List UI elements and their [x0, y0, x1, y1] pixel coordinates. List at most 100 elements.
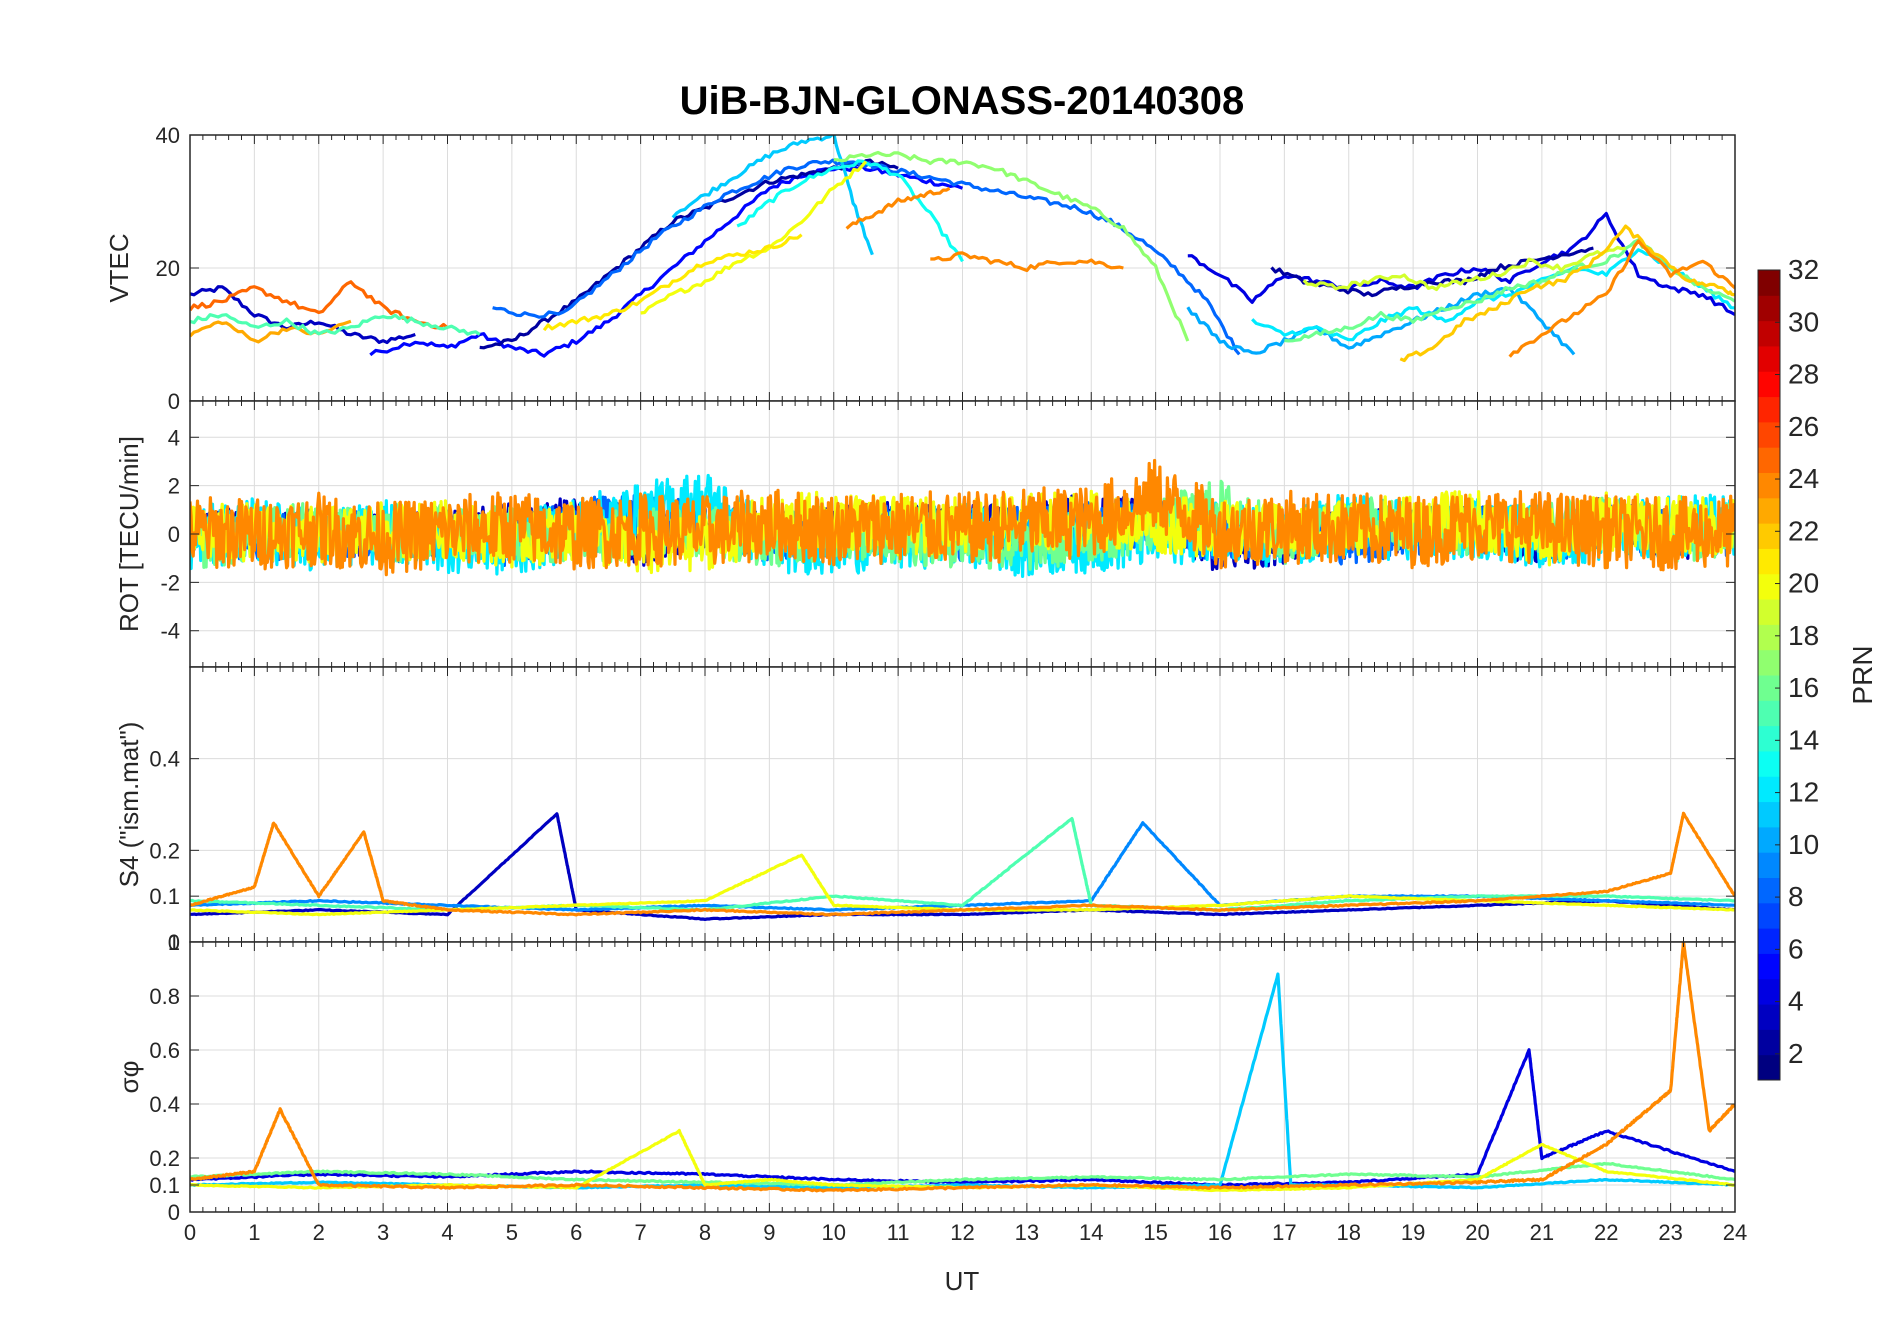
y-axis-label-vtec: VTEC — [104, 233, 134, 302]
y-axis-label-s4: S4 ("ism.mat") — [114, 722, 144, 888]
colorbar-tick-label: 20 — [1788, 568, 1819, 599]
x-tick-label: 1 — [248, 1220, 260, 1245]
x-tick-label: 19 — [1401, 1220, 1425, 1245]
colorbar-tick-label: 30 — [1788, 306, 1819, 337]
x-tick-label: 4 — [441, 1220, 453, 1245]
colorbar-tick-label: 14 — [1788, 724, 1819, 755]
series-prn-15 — [190, 313, 481, 336]
colorbar-tick-label: 6 — [1788, 933, 1804, 964]
series-group — [190, 942, 1735, 1193]
colorbar-segment — [1758, 675, 1780, 701]
y-tick-label: 2 — [168, 474, 180, 499]
colorbar-segment — [1758, 776, 1780, 803]
colorbar-segment — [1758, 902, 1780, 929]
colorbar-segment — [1758, 852, 1780, 878]
colorbar-label: PRN — [1847, 645, 1878, 704]
colorbar-tick-label: 24 — [1788, 463, 1819, 494]
x-tick-label: 24 — [1723, 1220, 1747, 1245]
series-prn-24 — [190, 458, 1735, 577]
x-tick-label: 18 — [1337, 1220, 1361, 1245]
y-tick-label: 0.1 — [149, 1173, 180, 1198]
colorbar-segment — [1758, 928, 1780, 954]
y-tick-label-top: 0 — [168, 389, 180, 414]
series-prn-24 — [930, 251, 1124, 273]
x-tick-label: 23 — [1658, 1220, 1682, 1245]
x-tick-label: 11 — [887, 1220, 910, 1245]
y-tick-label: 0.2 — [149, 838, 180, 863]
panel-rot: -4 -2 0 2 4 0 ROT [TECU/min] — [114, 389, 1736, 668]
y-tick-label: 0 — [168, 522, 180, 547]
series-prn-17 — [833, 150, 1190, 342]
x-tick-label: 5 — [506, 1220, 518, 1245]
colorbar-segment — [1758, 447, 1780, 473]
series-group — [190, 458, 1735, 579]
colorbar-tick-label: 28 — [1788, 359, 1819, 390]
x-tick-label: 16 — [1208, 1220, 1232, 1245]
colorbar-segment — [1758, 270, 1780, 296]
colorbar-segment — [1758, 320, 1780, 347]
panel-s4: 0.1 0.2 0.4 0 S4 ("ism.mat") — [114, 666, 1736, 955]
colorbar-segment — [1758, 826, 1780, 853]
colorbar-segment — [1758, 523, 1780, 549]
x-tick-label: 22 — [1594, 1220, 1618, 1245]
x-tick-label: 8 — [699, 1220, 711, 1245]
series-prn-11 — [671, 135, 874, 256]
colorbar-tick-label: 12 — [1788, 777, 1819, 808]
colorbar-tick-label: 4 — [1788, 986, 1804, 1017]
x-tick-label: 14 — [1079, 1220, 1103, 1245]
colorbar-segment — [1758, 700, 1780, 727]
y-tick-label: 4 — [168, 425, 180, 450]
colorbar-segment — [1758, 1029, 1780, 1056]
x-tick-label: 0 — [184, 1220, 196, 1245]
colorbar-tick-label: 32 — [1788, 254, 1819, 285]
series-prn-24 — [1508, 239, 1735, 358]
colorbar-segment — [1758, 877, 1780, 904]
y-tick-label: 0.4 — [149, 747, 180, 772]
y-tick-label: 0.8 — [149, 984, 180, 1009]
y-axis-label-rot: ROT [TECU/min] — [114, 436, 144, 632]
colorbar-tick-label: 10 — [1788, 829, 1819, 860]
y-tick-label-top: 1 — [168, 930, 180, 955]
series-prn-20 — [640, 160, 868, 315]
y-tick-label: 40 — [156, 123, 180, 148]
series-prn-16 — [190, 1161, 1735, 1188]
panel-vtec: 20 40 VTEC — [104, 123, 1736, 402]
colorbar-segment — [1758, 295, 1780, 322]
series-prn-19 — [1302, 245, 1626, 292]
colorbar-tick-label: 26 — [1788, 411, 1819, 442]
colorbar-segment — [1758, 421, 1780, 448]
x-axis: 0 1 2 3 4 5 6 7 8 9 10 11 12 13 14 15 16 17 18 19 20 21 22 23 24 — [184, 1220, 1747, 1245]
y-tick-label: 0.2 — [149, 1146, 180, 1171]
colorbar-segment — [1758, 1004, 1780, 1030]
colorbar-tick-label: 2 — [1788, 1038, 1804, 1069]
colorbar-segment — [1758, 497, 1780, 524]
x-tick-label: 10 — [822, 1220, 846, 1245]
colorbar-tick-label: 16 — [1788, 672, 1819, 703]
x-tick-label: 13 — [1015, 1220, 1039, 1245]
y-tick-label: 0.1 — [149, 884, 180, 909]
colorbar-tick-label: 8 — [1788, 881, 1804, 912]
colorbar-segment — [1758, 573, 1780, 600]
colorbar-segment — [1758, 953, 1780, 980]
x-axis-label: UT — [945, 1266, 980, 1296]
series-prn-13 — [736, 159, 964, 263]
colorbar-segment — [1758, 472, 1780, 499]
colorbar-frame — [1757, 269, 1781, 1081]
series-prn-5 — [369, 164, 964, 358]
y-tick-label: 0 — [168, 1200, 180, 1225]
x-tick-label: 15 — [1143, 1220, 1167, 1245]
colorbar-segment — [1758, 599, 1780, 625]
chart-title: UiB-BJN-GLONASS-20140308 — [680, 79, 1245, 123]
colorbar-segment — [1758, 345, 1780, 372]
y-tick-label: 0.4 — [149, 1092, 180, 1117]
x-tick-label: 21 — [1530, 1220, 1554, 1245]
y-tick-label: -2 — [160, 570, 180, 595]
x-tick-label: 9 — [763, 1220, 775, 1245]
y-axis-label-sigma_phi: σφ — [114, 1061, 144, 1094]
y-tick-label: 20 — [156, 256, 180, 281]
series-prn-24 — [190, 811, 1735, 917]
x-tick-label: 7 — [635, 1220, 647, 1245]
y-tick-label-bottom: 0 — [168, 930, 180, 955]
